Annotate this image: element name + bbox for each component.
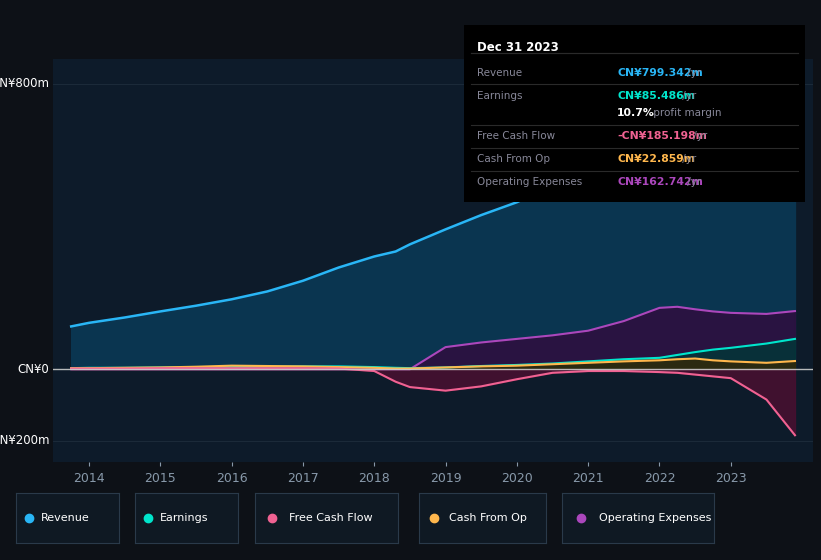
Text: CN¥85.486m: CN¥85.486m xyxy=(617,91,695,101)
Text: Cash From Op: Cash From Op xyxy=(478,154,551,164)
Text: -CN¥185.198m: -CN¥185.198m xyxy=(617,132,707,141)
Text: Free Cash Flow: Free Cash Flow xyxy=(289,513,373,523)
Text: /yr: /yr xyxy=(678,91,695,101)
Text: CN¥799.342m: CN¥799.342m xyxy=(617,68,703,78)
Text: Revenue: Revenue xyxy=(41,513,89,523)
Text: /yr: /yr xyxy=(685,68,702,78)
Text: CN¥162.742m: CN¥162.742m xyxy=(617,177,703,187)
Text: Cash From Op: Cash From Op xyxy=(449,513,527,523)
Text: CN¥22.859m: CN¥22.859m xyxy=(617,154,695,164)
Text: CN¥0: CN¥0 xyxy=(18,363,49,376)
Text: Revenue: Revenue xyxy=(478,68,523,78)
Text: Earnings: Earnings xyxy=(478,91,523,101)
Text: /yr: /yr xyxy=(678,154,695,164)
Text: CN¥800m: CN¥800m xyxy=(0,77,49,90)
Text: /yr: /yr xyxy=(685,177,702,187)
Text: 10.7%: 10.7% xyxy=(617,109,655,118)
Text: Operating Expenses: Operating Expenses xyxy=(599,513,711,523)
Text: Free Cash Flow: Free Cash Flow xyxy=(478,132,556,141)
Text: Earnings: Earnings xyxy=(160,513,209,523)
Text: Operating Expenses: Operating Expenses xyxy=(478,177,583,187)
Text: -CN¥200m: -CN¥200m xyxy=(0,434,49,447)
Text: /yr: /yr xyxy=(690,132,708,141)
Text: profit margin: profit margin xyxy=(649,109,721,118)
Text: Dec 31 2023: Dec 31 2023 xyxy=(478,41,559,54)
